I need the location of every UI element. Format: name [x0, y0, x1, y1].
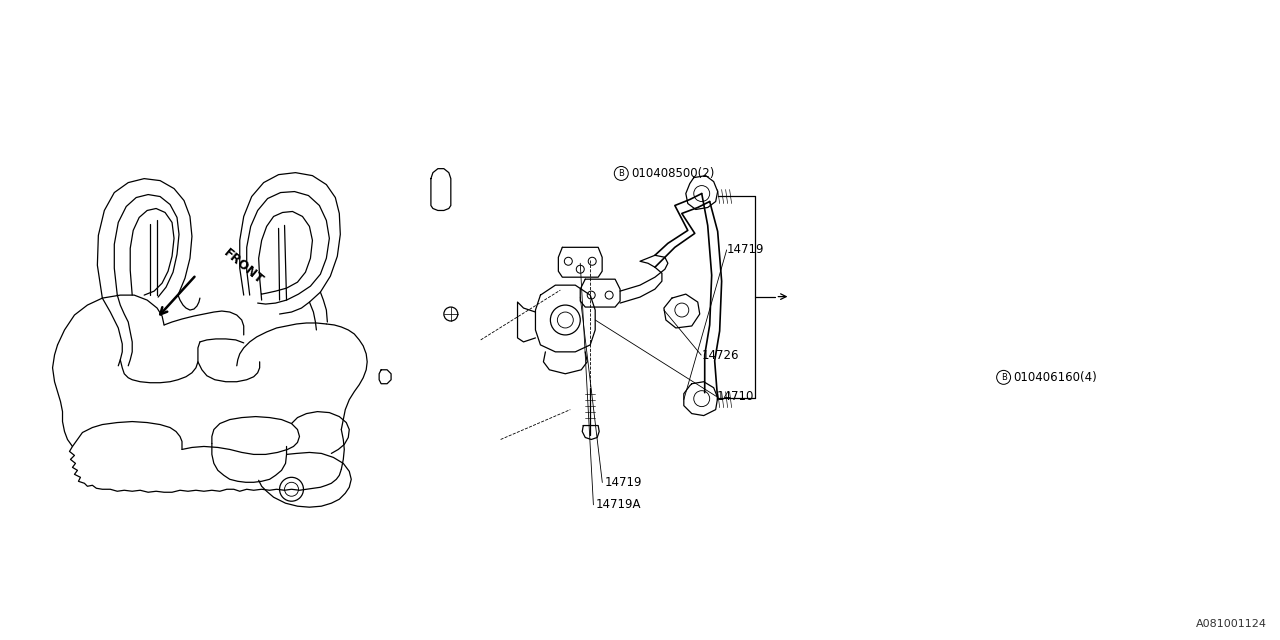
- Text: 14726: 14726: [701, 349, 739, 362]
- Text: 010408500(2): 010408500(2): [631, 167, 714, 180]
- Text: A081001124: A081001124: [1197, 619, 1267, 628]
- Text: 010406160(4): 010406160(4): [1014, 371, 1097, 384]
- Text: B: B: [618, 169, 625, 178]
- Text: FRONT: FRONT: [221, 246, 266, 287]
- Text: 14719: 14719: [727, 243, 764, 257]
- Text: 14719A: 14719A: [595, 499, 641, 511]
- Text: 14710: 14710: [717, 390, 754, 403]
- Text: B: B: [1001, 373, 1006, 382]
- Text: 14719: 14719: [604, 476, 641, 489]
